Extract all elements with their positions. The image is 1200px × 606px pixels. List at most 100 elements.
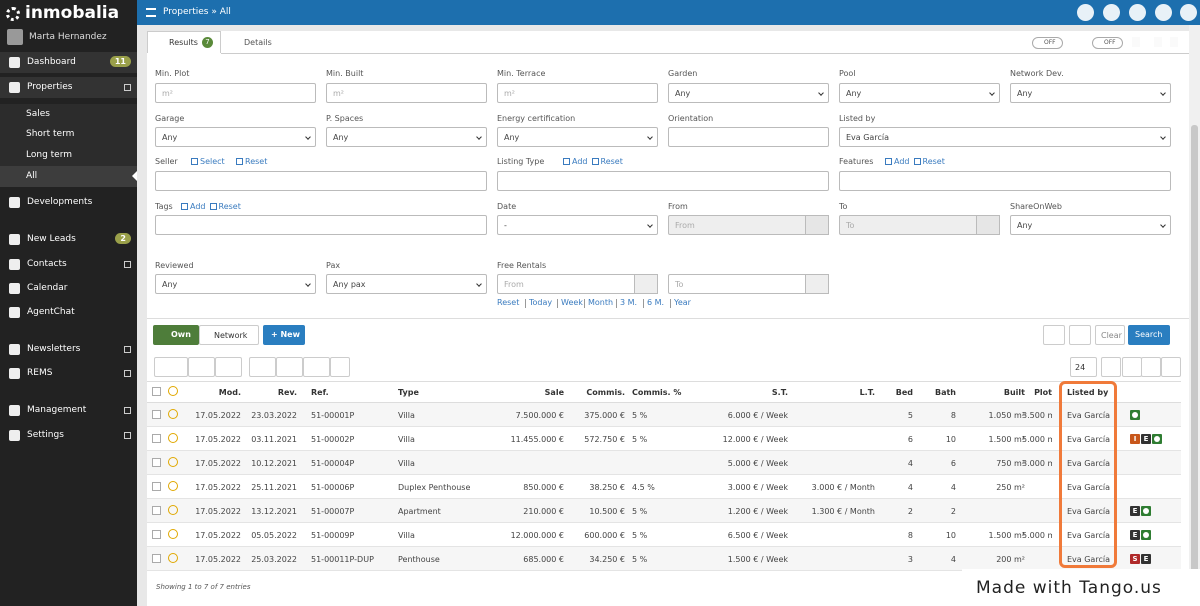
nav-item[interactable]: Settings	[0, 425, 137, 446]
nav-item[interactable]: Dashboard11	[0, 52, 137, 73]
page-size[interactable]: 24	[1070, 357, 1097, 377]
shortcut-link[interactable]: 3 M.	[620, 298, 637, 307]
column-header[interactable]: Plot	[1034, 388, 1052, 397]
top-action[interactable]	[1129, 4, 1146, 21]
filter-link[interactable]: Select	[200, 157, 225, 166]
row-star[interactable]	[168, 529, 178, 539]
new-btn[interactable]: + New	[263, 325, 305, 345]
row-checkbox[interactable]	[152, 434, 161, 443]
input[interactable]	[155, 171, 487, 191]
filter-link[interactable]: Add	[190, 202, 206, 211]
filter-link[interactable]: Reset	[219, 202, 241, 211]
nav-item[interactable]: New Leads2	[0, 229, 137, 250]
column-header[interactable]: L.T.	[860, 388, 875, 397]
calendar-btn[interactable]	[634, 274, 658, 294]
nav-item[interactable]: Calendar	[0, 278, 137, 299]
column-header[interactable]: Sale	[545, 388, 564, 397]
nav-subitem[interactable]: Long term	[0, 145, 137, 166]
shortcut-link[interactable]: Reset	[497, 298, 519, 307]
zoom-btn[interactable]	[1069, 325, 1091, 345]
nav-item[interactable]: Contacts	[0, 254, 137, 275]
pager-btn[interactable]	[1101, 357, 1121, 377]
select[interactable]: Any	[668, 83, 829, 103]
column-header[interactable]: Commis.	[586, 388, 625, 397]
row-star[interactable]	[168, 481, 178, 491]
tool-btn[interactable]	[276, 357, 303, 377]
own-btn[interactable]: Own	[153, 325, 199, 345]
top-action[interactable]	[1103, 4, 1120, 21]
select[interactable]: Any	[1010, 215, 1171, 235]
nav-item[interactable]: Developments	[0, 192, 137, 213]
nav-item[interactable]: REMS	[0, 363, 137, 384]
nav-item[interactable]: Management	[0, 400, 137, 421]
select[interactable]: Any	[839, 83, 1000, 103]
select[interactable]: Any	[155, 274, 316, 294]
tab-nav[interactable]	[1154, 37, 1162, 47]
row-checkbox[interactable]	[152, 530, 161, 539]
tool-btn[interactable]	[330, 357, 350, 377]
row-checkbox[interactable]	[152, 506, 161, 515]
shortcut-link[interactable]: Today	[529, 298, 552, 307]
row-star[interactable]	[168, 433, 178, 443]
nav-item[interactable]: Newsletters	[0, 339, 137, 360]
row-star[interactable]	[168, 457, 178, 467]
row-star[interactable]	[168, 553, 178, 563]
shortcut-link[interactable]: Month	[588, 298, 613, 307]
row-checkbox[interactable]	[152, 554, 161, 563]
input[interactable]: m²	[497, 83, 658, 103]
input[interactable]: m²	[326, 83, 487, 103]
nav-subitem[interactable]: Sales	[0, 104, 137, 125]
input[interactable]	[155, 215, 487, 235]
shortcut-link[interactable]: Week	[561, 298, 583, 307]
row-checkbox[interactable]	[152, 458, 161, 467]
shortcut-link[interactable]: Year	[674, 298, 691, 307]
select[interactable]: Any	[497, 127, 658, 147]
select[interactable]: Any	[1010, 83, 1171, 103]
top-action[interactable]	[1077, 4, 1094, 21]
column-header[interactable]: Rev.	[278, 388, 297, 397]
tool-btn[interactable]	[215, 357, 242, 377]
header-checkbox[interactable]	[152, 387, 161, 396]
toggle[interactable]: OFF	[1092, 37, 1123, 49]
nav-item[interactable]: Properties	[0, 77, 137, 98]
filter-link[interactable]: Add	[572, 157, 588, 166]
nav-subitem[interactable]: Short term	[0, 124, 137, 145]
row-star[interactable]	[168, 505, 178, 515]
input[interactable]	[668, 127, 829, 147]
toggle[interactable]: OFF	[1032, 37, 1063, 49]
filter-link[interactable]: Reset	[601, 157, 623, 166]
select[interactable]: Any	[326, 127, 487, 147]
tool-btn[interactable]	[303, 357, 330, 377]
top-action[interactable]	[1180, 4, 1197, 21]
tool-btn[interactable]	[249, 357, 276, 377]
pager-btn[interactable]	[1141, 357, 1161, 377]
pager-btn[interactable]	[1161, 357, 1181, 377]
select[interactable]: Eva García	[839, 127, 1171, 147]
tool-btn[interactable]	[154, 357, 188, 377]
tool-btn[interactable]	[188, 357, 215, 377]
filter-link[interactable]: Reset	[923, 157, 945, 166]
select[interactable]: Any pax	[326, 274, 487, 294]
column-header[interactable]: Commis. %	[632, 388, 681, 397]
tab-nav[interactable]	[1132, 37, 1140, 47]
shortcut-link[interactable]: 6 M.	[647, 298, 664, 307]
pager-btn[interactable]	[1122, 357, 1142, 377]
network-btn[interactable]: Network	[199, 325, 259, 345]
column-header[interactable]: Bed	[896, 388, 913, 397]
row-checkbox[interactable]	[152, 482, 161, 491]
select[interactable]: -	[497, 215, 658, 235]
column-header[interactable]: Type	[398, 388, 419, 397]
input[interactable]	[839, 171, 1171, 191]
nav-item[interactable]: AgentChat	[0, 302, 137, 323]
top-action[interactable]	[1155, 4, 1172, 21]
tab-nav[interactable]	[1170, 37, 1178, 47]
input[interactable]: To	[839, 215, 1000, 235]
filter-link[interactable]: Add	[894, 157, 910, 166]
column-header[interactable]: Mod.	[219, 388, 241, 397]
column-header[interactable]: Bath	[935, 388, 956, 397]
filter-link[interactable]: Reset	[245, 157, 267, 166]
calendar-btn[interactable]	[805, 274, 829, 294]
header-star[interactable]	[168, 386, 178, 396]
search-btn[interactable]: Search	[1128, 325, 1170, 345]
column-header[interactable]: Ref.	[311, 388, 329, 397]
